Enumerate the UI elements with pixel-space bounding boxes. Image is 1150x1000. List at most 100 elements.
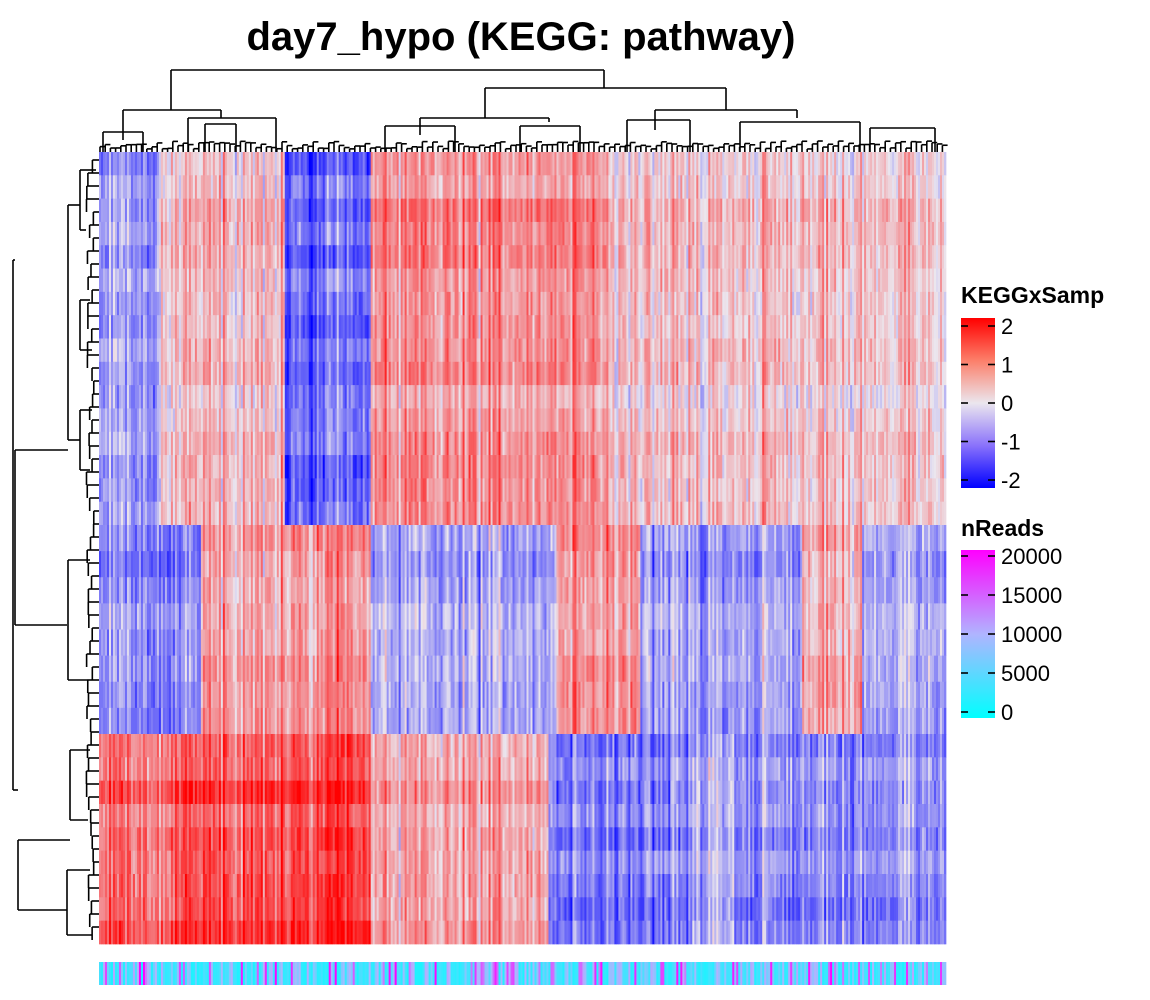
heatmap-cell — [614, 221, 617, 246]
heatmap-cell — [802, 221, 805, 246]
heatmap-cell — [766, 291, 769, 316]
heatmap-cell — [886, 268, 889, 293]
heatmap-cell — [688, 338, 691, 363]
heatmap-cell — [282, 315, 286, 339]
heatmap-cell — [554, 315, 557, 339]
heatmap-cell — [590, 291, 593, 316]
heatmap-cell — [328, 385, 332, 409]
heatmap-cell — [190, 385, 194, 409]
heatmap-cell — [106, 221, 110, 246]
heatmap-cell — [742, 175, 745, 199]
heatmap-cell — [558, 245, 561, 269]
heatmap-cell — [788, 315, 791, 339]
heatmap-cell — [850, 268, 853, 293]
heatmap-cell — [410, 361, 413, 386]
heatmap-cell — [570, 315, 573, 339]
heatmap-cell — [418, 245, 421, 269]
heatmap-cell — [876, 268, 879, 293]
heatmap-cell — [250, 175, 254, 199]
heatmap-cell — [292, 152, 296, 176]
heatmap-cell — [472, 315, 475, 339]
heatmap-cell — [252, 291, 256, 316]
heatmap-cell — [682, 315, 685, 339]
heatmap-cell — [844, 338, 847, 363]
heatmap-cell — [818, 152, 821, 176]
heatmap-cell — [496, 291, 499, 316]
heatmap-cell — [582, 361, 585, 386]
heatmap-cell — [380, 268, 384, 293]
heatmap-cell — [168, 361, 172, 386]
heatmap-cell — [656, 245, 659, 269]
heatmap-cell — [634, 175, 637, 199]
heatmap-cell — [586, 361, 589, 386]
heatmap-cell — [860, 268, 863, 293]
heatmap-cell — [822, 315, 825, 339]
heatmap-cell — [828, 245, 831, 269]
heatmap-cell — [336, 198, 340, 223]
heatmap-cell — [268, 152, 272, 176]
heatmap-cell — [362, 245, 366, 269]
heatmap-cell — [890, 291, 893, 316]
heatmap-cell — [758, 268, 761, 293]
heatmap-cell — [426, 198, 429, 223]
heatmap-cell — [682, 175, 685, 199]
heatmap-cell — [402, 221, 405, 246]
heatmap-cell — [720, 198, 723, 223]
heatmap-cell — [714, 221, 717, 246]
heatmap-cell — [708, 268, 711, 293]
heatmap-cell — [101, 338, 104, 363]
heatmap-cell — [586, 198, 589, 223]
heatmap-cell — [508, 338, 511, 363]
heatmap-cell — [186, 268, 190, 293]
heatmap-cell — [442, 152, 445, 176]
heatmap-cell — [152, 291, 156, 316]
heatmap-cell — [856, 152, 859, 176]
heatmap-cell — [518, 152, 521, 176]
heatmap-cell — [314, 245, 318, 269]
heatmap-cell — [746, 291, 749, 316]
heatmap-cell — [516, 268, 519, 293]
heatmap-cell — [352, 338, 356, 363]
heatmap-cell — [538, 315, 541, 339]
heatmap-cell — [688, 361, 691, 386]
heatmap-cell — [812, 338, 815, 363]
heatmap-cell — [482, 152, 485, 176]
heatmap-cell — [932, 152, 935, 176]
heatmap-cell — [494, 245, 497, 269]
heatmap-cell — [796, 291, 799, 316]
heatmap-cell — [512, 221, 515, 246]
heatmap-cell — [480, 175, 483, 199]
heatmap-cell — [384, 245, 388, 269]
heatmap-cell — [99, 338, 102, 363]
heatmap-cell — [602, 338, 605, 363]
heatmap-cell — [296, 291, 300, 316]
heatmap-cell — [394, 175, 397, 199]
heatmap-cell — [580, 268, 583, 293]
heatmap-cell — [302, 221, 306, 246]
heatmap-cell — [836, 198, 839, 223]
heatmap-cell — [320, 175, 324, 199]
heatmap-cell — [422, 291, 425, 316]
heatmap-cell — [386, 338, 390, 363]
heatmap-cell — [704, 268, 707, 293]
heatmap-cell — [840, 268, 843, 293]
heatmap-cell — [536, 361, 539, 386]
heatmap-cell — [190, 338, 194, 363]
heatmap-cell — [750, 291, 753, 316]
heatmap-cell — [440, 361, 443, 386]
heatmap-cell — [182, 361, 186, 386]
heatmap-cell — [784, 315, 787, 339]
heatmap-cell — [480, 268, 483, 293]
heatmap-cell — [498, 221, 501, 246]
heatmap-cell — [474, 152, 477, 176]
heatmap-cell — [468, 175, 471, 199]
heatmap-cell — [890, 315, 893, 339]
heatmap-cell — [410, 152, 413, 176]
heatmap-cell — [248, 152, 252, 176]
heatmap-cell — [644, 175, 647, 199]
heatmap-cell — [680, 268, 683, 293]
heatmap-cell — [194, 245, 198, 269]
heatmap-cell — [562, 315, 565, 339]
heatmap-cell — [262, 291, 266, 316]
heatmap-cell — [714, 291, 717, 316]
